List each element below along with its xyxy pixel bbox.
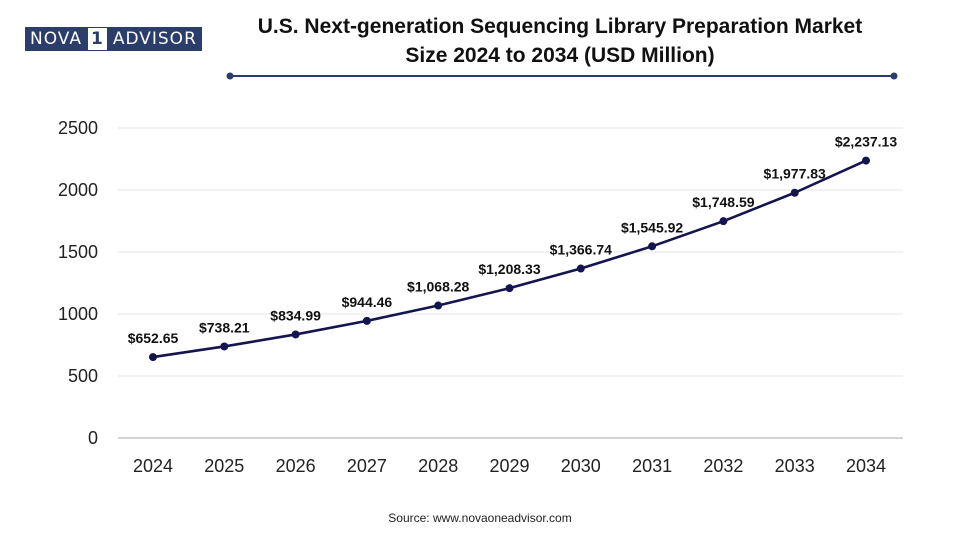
source-note: Source: www.novaoneadvisor.com [388,511,572,525]
y-tick-label: 2000 [58,180,98,200]
data-label: $1,068.28 [407,279,469,295]
data-label: $1,208.33 [478,261,540,277]
x-tick-label: 2025 [204,456,244,476]
chart-title-line1: U.S. Next-generation Sequencing Library … [257,15,863,38]
data-label: $1,748.59 [692,194,754,210]
y-tick-label: 2500 [58,118,98,138]
data-point [505,284,514,293]
chart-title: U.S. Next-generation Sequencing Library … [200,12,920,70]
x-tick-label: 2024 [133,456,173,476]
y-tick-label: 0 [88,428,98,448]
data-point [790,188,799,197]
y-tick-label: 1500 [58,242,98,262]
x-tick-label: 2026 [276,456,316,476]
data-point [648,242,657,251]
x-tick-label: 2029 [489,456,529,476]
x-tick-label: 2030 [561,456,601,476]
data-label: $2,237.13 [835,134,897,150]
data-label: $944.46 [342,294,393,310]
x-tick-label: 2028 [418,456,458,476]
brand-logo-part2: 1 [86,27,108,51]
x-tick-label: 2034 [846,456,886,476]
data-point [719,217,728,226]
x-tick-label: 2032 [703,456,743,476]
title-divider [226,72,898,80]
brand-logo-part3: ADVISOR [107,27,202,51]
data-label: $1,366.74 [550,242,612,258]
x-tick-label: 2031 [632,456,672,476]
data-point [434,301,443,310]
data-point [291,330,300,339]
data-point [576,264,585,273]
data-label: $652.65 [128,330,179,346]
x-tick-label: 2027 [347,456,387,476]
data-label: $738.21 [199,319,250,335]
y-tick-label: 1000 [58,304,98,324]
data-point [220,342,229,351]
y-tick-label: 500 [68,366,98,386]
brand-logo: NOVA 1 ADVISOR [25,27,202,51]
data-point [862,156,870,165]
data-point [149,353,157,362]
x-tick-label: 2033 [775,456,815,476]
chart-title-line2: Size 2024 to 2034 (USD Million) [405,44,715,67]
data-point [362,316,371,325]
data-label: $1,545.92 [621,219,683,235]
data-label: $1,977.83 [764,166,826,182]
data-label: $834.99 [270,307,321,323]
brand-logo-part1: NOVA [25,27,87,51]
